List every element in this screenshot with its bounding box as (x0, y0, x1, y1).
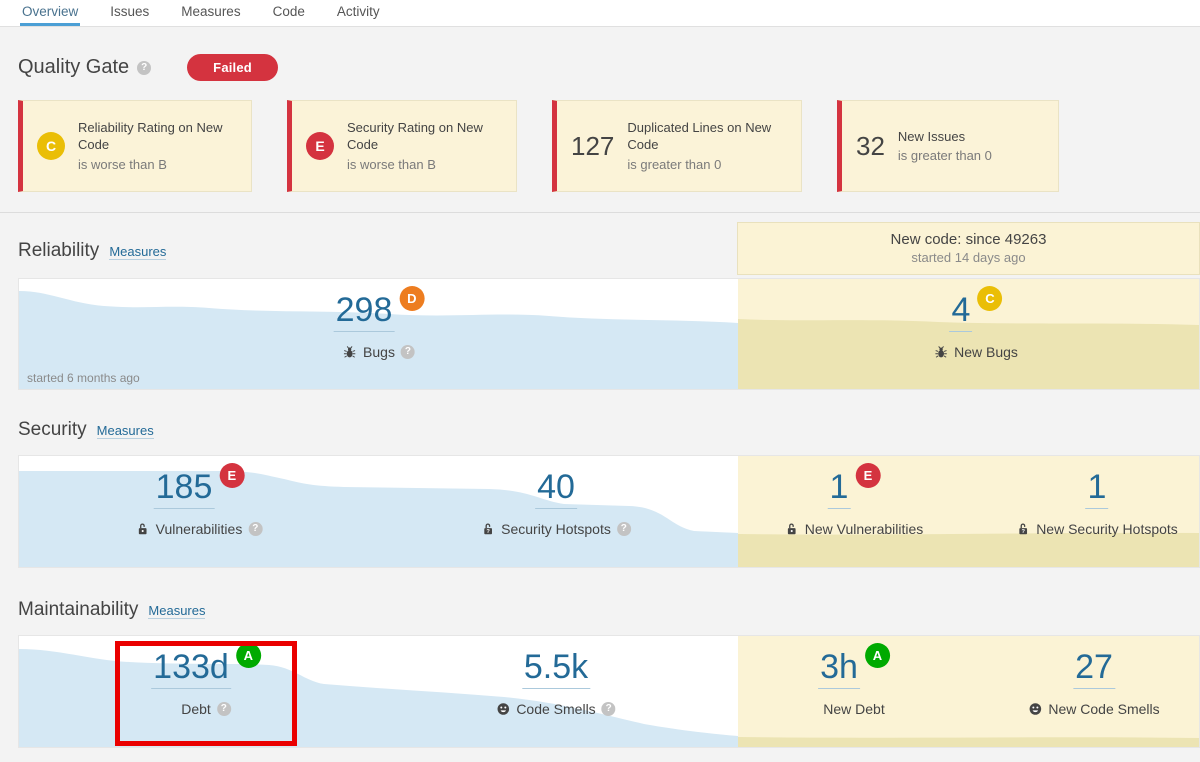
bugs-trend-chart (19, 291, 738, 389)
condition-metric: New Issues (897, 128, 966, 144)
measure-security-hotspots: 40 Security Hotspots ? (481, 468, 631, 538)
new-bugs-label: New Bugs (954, 344, 1018, 361)
help-icon[interactable]: ? (400, 345, 415, 360)
help-icon[interactable]: ? (216, 702, 231, 717)
bugs-value-link[interactable]: 298 (333, 291, 395, 333)
condition-value: 127 (571, 130, 615, 161)
measure-new-code-smells: 27 New Code Smells (1028, 648, 1160, 718)
security-section-header: Security Measures (18, 419, 154, 441)
maintainability-title: Maintainability (18, 599, 139, 620)
new-code-smells-value-link[interactable]: 27 (1073, 648, 1115, 690)
tab-overview[interactable]: Overview (20, 0, 81, 26)
security-measures-link[interactable]: Measures (96, 423, 154, 439)
maintainability-measures-link[interactable]: Measures (148, 603, 206, 619)
measure-new-security-hotspots: 1 New Security Hotspots (1016, 468, 1178, 538)
bugs-label: Bugs (363, 344, 395, 361)
vulnerabilities-trend-chart (19, 471, 738, 567)
new-vulnerabilities-label: New Vulnerabilities (804, 521, 924, 538)
debt-label: Debt (181, 701, 211, 718)
condition-card-reliability-rating[interactable]: C Reliability Rating on New Code is wors… (18, 100, 252, 192)
security-hotspots-value-link[interactable]: 40 (535, 468, 577, 510)
code-smells-label: Code Smells (516, 701, 596, 718)
measure-vulnerabilities: 185 E Vulnerabilities ? (136, 463, 263, 538)
reliability-title: Reliability (18, 240, 100, 261)
lock-icon (787, 523, 796, 535)
security-row: 185 E Vulnerabilities ? 40 Security Hots… (18, 455, 1200, 568)
new-security-hotspots-label: New Security Hotspots (1036, 521, 1178, 538)
security-hotspots-label: Security Hotspots (501, 521, 611, 538)
vulnerabilities-label: Vulnerabilities (155, 521, 243, 538)
measure-debt: 133d A Debt ? (151, 643, 261, 718)
hotspot-lock-icon (484, 523, 492, 536)
quality-gate-header: Quality Gate ? Failed (18, 54, 278, 81)
new-vulnerabilities-trend-chart (738, 532, 1199, 567)
debt-trend-chart (19, 649, 738, 747)
condition-metric: Security Rating on New Code (347, 120, 483, 152)
maintainability-row: 133d A Debt ? 5.5k Code Smells ? 3h A Ne… (18, 635, 1200, 748)
tab-measures[interactable]: Measures (181, 4, 241, 19)
tab-activity[interactable]: Activity (336, 4, 380, 19)
new-code-period-title: New code: since 49263 (890, 231, 1047, 248)
debt-value-link[interactable]: 133d (151, 648, 231, 690)
new-bugs-trend-chart (738, 319, 1199, 389)
new-vulnerabilities-rating-badge: E (855, 463, 881, 488)
new-bugs-rating-badge: C (977, 286, 1003, 311)
new-bugs-value-link[interactable]: 4 (949, 291, 973, 333)
reliability-section-header: Reliability Measures (18, 240, 167, 262)
bug-icon (934, 346, 948, 359)
condition-card-duplicated-lines[interactable]: 127 Duplicated Lines on New Code is grea… (552, 100, 802, 192)
section-divider (0, 212, 1200, 213)
reliability-row: 298 D Bugs ? 4 C New Bugs started 6 mont… (18, 278, 1200, 390)
new-debt-value-link[interactable]: 3h (818, 648, 860, 690)
bugs-rating-badge: D (399, 286, 425, 311)
project-tabbar: Overview Issues Measures Code Activity (0, 0, 1200, 27)
new-code-smells-label: New Code Smells (1048, 701, 1160, 718)
hotspot-lock-icon (1019, 523, 1028, 536)
new-debt-trend-chart (738, 737, 1199, 747)
tab-code[interactable]: Code (272, 4, 305, 19)
new-vulnerabilities-value-link[interactable]: 1 (827, 468, 851, 510)
help-icon[interactable]: ? (137, 60, 152, 75)
new-debt-rating-badge: A (864, 643, 890, 668)
condition-text: is worse than B (78, 156, 167, 172)
measure-code-smells: 5.5k Code Smells ? (496, 648, 616, 718)
measure-bugs: 298 D Bugs ? (333, 286, 425, 361)
maintainability-new-code-area (738, 636, 1199, 747)
condition-card-security-rating[interactable]: E Security Rating on New Code is worse t… (287, 100, 517, 192)
code-smell-icon (1029, 703, 1042, 716)
overall-period-note: started 6 months ago (27, 371, 140, 385)
rating-badge-c: C (37, 132, 65, 160)
vulnerabilities-rating-badge: E (219, 463, 245, 488)
code-smell-icon (497, 703, 510, 716)
condition-text: is worse than B (347, 156, 436, 172)
bug-icon (343, 346, 357, 359)
new-code-period-banner: New code: since 49263 started 14 days ag… (737, 222, 1200, 275)
measure-new-bugs: 4 C New Bugs (934, 286, 1018, 361)
quality-gate-status-badge: Failed (187, 54, 278, 81)
measure-new-vulnerabilities: 1 E New Vulnerabilities (785, 463, 924, 538)
reliability-measures-link[interactable]: Measures (109, 244, 167, 260)
security-title: Security (18, 419, 87, 440)
rating-badge-e: E (306, 132, 334, 160)
tab-issues[interactable]: Issues (110, 4, 150, 19)
help-icon[interactable]: ? (601, 702, 616, 717)
condition-value: 32 (856, 130, 885, 161)
condition-metric: Duplicated Lines on New Code (627, 120, 772, 152)
new-debt-label: New Debt (823, 701, 885, 718)
code-smells-value-link[interactable]: 5.5k (521, 648, 591, 690)
maintainability-section-header: Maintainability Measures (18, 599, 206, 621)
condition-card-new-issues[interactable]: 32 New Issues is greater than 0 (837, 100, 1059, 192)
measure-new-debt: 3h A New Debt (818, 643, 890, 718)
condition-metric: Reliability Rating on New Code (78, 120, 223, 152)
quality-gate-title: Quality Gate (18, 56, 130, 78)
condition-text: is greater than 0 (897, 148, 992, 164)
vulnerabilities-value-link[interactable]: 185 (153, 468, 215, 510)
new-code-period-subtitle: started 14 days ago (911, 250, 1026, 265)
help-icon[interactable]: ? (616, 522, 631, 537)
condition-text: is greater than 0 (627, 156, 722, 172)
new-security-hotspots-value-link[interactable]: 1 (1085, 468, 1109, 510)
debt-rating-badge: A (235, 643, 261, 668)
help-icon[interactable]: ? (248, 522, 263, 537)
lock-icon (138, 523, 147, 535)
